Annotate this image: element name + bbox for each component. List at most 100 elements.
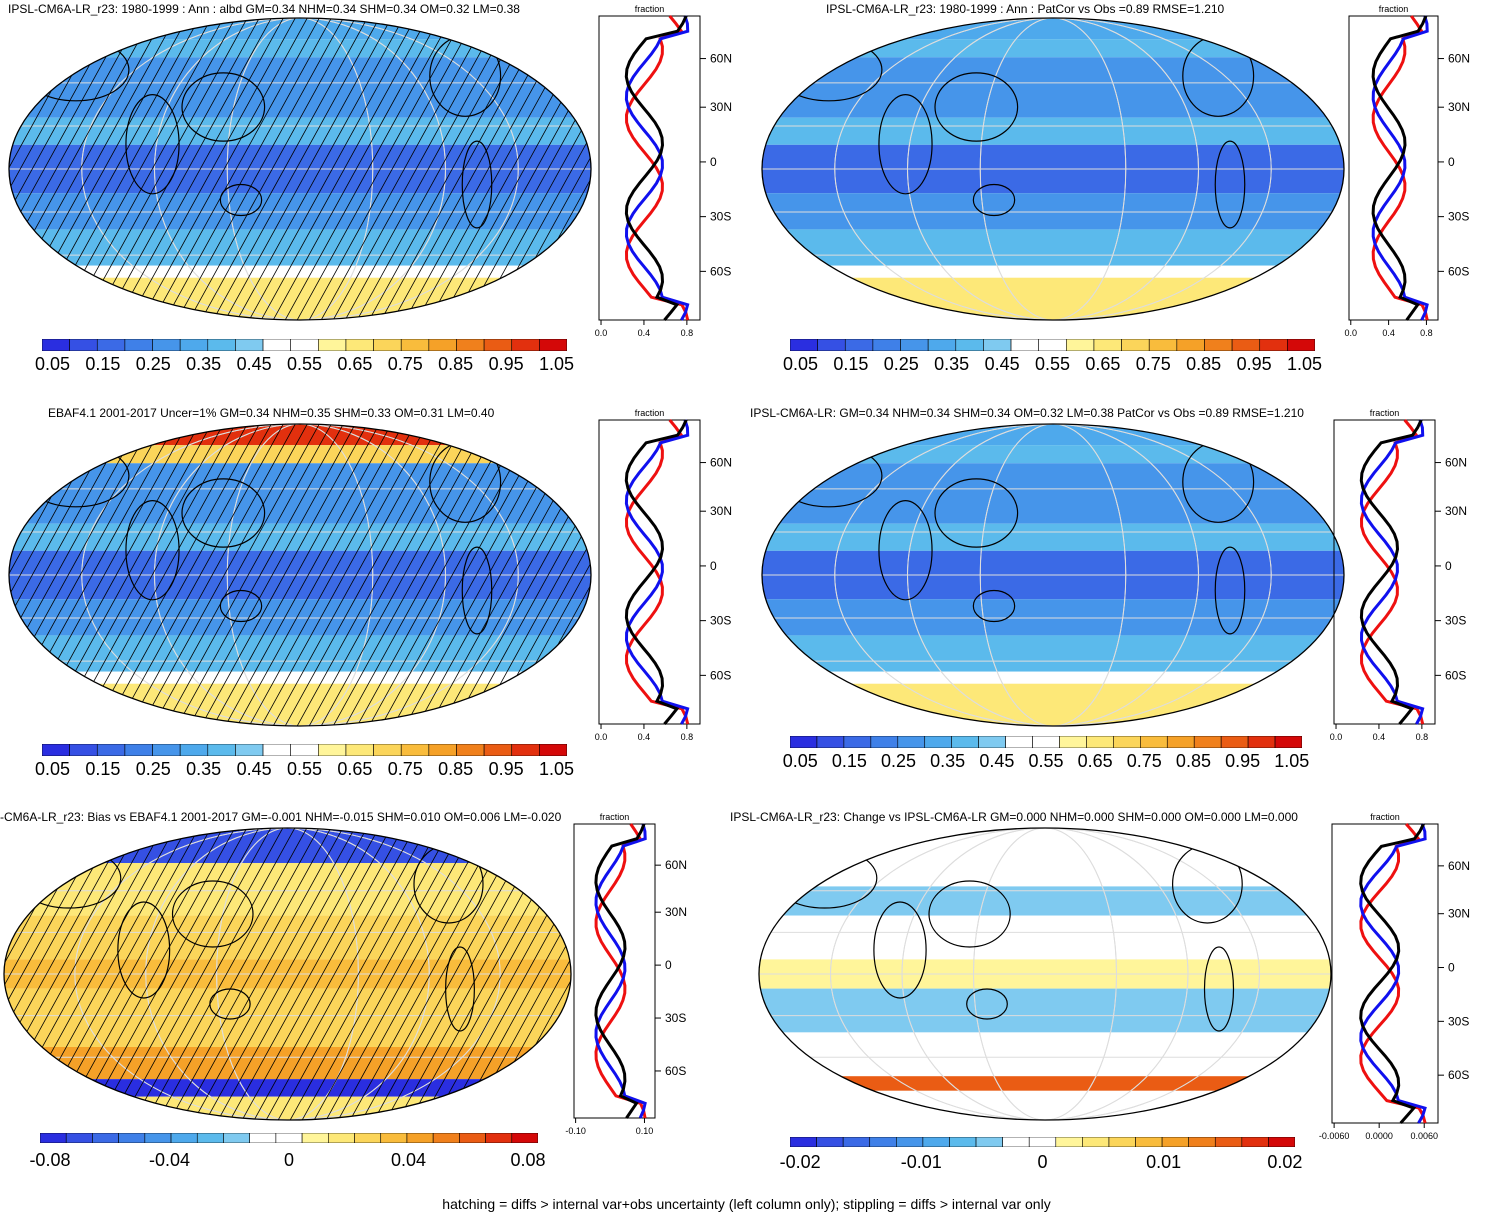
svg-text:0.0: 0.0 bbox=[1330, 732, 1343, 742]
svg-text:0.8: 0.8 bbox=[1416, 732, 1429, 742]
colorbar-tick-label: 0.05 bbox=[34, 759, 71, 779]
svg-text:30N: 30N bbox=[1445, 504, 1467, 518]
world-map bbox=[8, 423, 592, 727]
svg-text:0: 0 bbox=[710, 155, 717, 169]
svg-text:0.0060: 0.0060 bbox=[1410, 1131, 1438, 1141]
colorbar-tick-label: -0.04 bbox=[148, 1150, 190, 1170]
svg-text:30S: 30S bbox=[1445, 614, 1466, 628]
colorbar-tick-label: 0.75 bbox=[387, 354, 423, 374]
svg-text:0.0000: 0.0000 bbox=[1365, 1131, 1393, 1141]
colorbar-tick-label: 0.65 bbox=[1077, 751, 1113, 771]
colorbar-tick-label: 0.85 bbox=[1175, 751, 1211, 771]
colorbar-tick-label: 0.15 bbox=[85, 354, 121, 374]
svg-text:0: 0 bbox=[1448, 961, 1455, 975]
colorbar-labels: 0.05 0.15 0.25 0.35 0.45 0.55 0.65 0.75 0.85 0.95… bbox=[35, 354, 574, 376]
colorbar-tick-label: 1.05 bbox=[1286, 354, 1323, 374]
colorbar-tick-label: 0.35 bbox=[934, 354, 970, 374]
colorbar-tick-label: 0.05 bbox=[782, 354, 819, 374]
colorbar-tick-label: 0.65 bbox=[337, 354, 373, 374]
colorbar-tick-label: 0.75 bbox=[387, 759, 423, 779]
svg-text:60N: 60N bbox=[1448, 52, 1470, 66]
svg-text:0.8: 0.8 bbox=[681, 732, 694, 742]
svg-text:0: 0 bbox=[710, 559, 717, 573]
colorbar-tick-label: 0.45 bbox=[236, 354, 272, 374]
svg-text:30S: 30S bbox=[710, 210, 731, 224]
colorbar bbox=[40, 1133, 538, 1143]
svg-text:0.4: 0.4 bbox=[1373, 732, 1386, 742]
world-map bbox=[3, 827, 572, 1121]
colorbar-tick-label: 0.15 bbox=[85, 759, 121, 779]
colorbar-tick-label: 0.65 bbox=[337, 759, 373, 779]
colorbar-tick-label: -0.01 bbox=[900, 1152, 942, 1172]
colorbar-tick-label: 0.01 bbox=[1146, 1152, 1182, 1172]
colorbar-tick-label: 0.05 bbox=[782, 751, 818, 771]
colorbar-tick-label: 0.85 bbox=[1186, 354, 1222, 374]
panel-title: -CM6A-LR_r23: Bias vs EBAF4.1 2001-2017 … bbox=[0, 810, 562, 824]
colorbar bbox=[42, 339, 567, 351]
svg-text:0.4: 0.4 bbox=[638, 328, 651, 338]
colorbar-tick-label: 0.35 bbox=[186, 354, 222, 374]
world-map bbox=[761, 423, 1345, 727]
svg-text:0.0: 0.0 bbox=[595, 732, 608, 742]
footer-note: hatching = diffs > internal var+obs unce… bbox=[442, 1196, 1051, 1212]
svg-text:60N: 60N bbox=[1448, 859, 1470, 873]
svg-text:0.0: 0.0 bbox=[595, 328, 608, 338]
svg-text:0.10: 0.10 bbox=[636, 1126, 654, 1136]
svg-text:60S: 60S bbox=[1448, 264, 1469, 278]
colorbar-tick-label: 0.65 bbox=[1085, 354, 1121, 374]
zonal-mean-profile: fraction 60N 30N 0 30S 60S -0.0060 0.0000 0.0060 bbox=[1319, 812, 1470, 1141]
svg-text:0: 0 bbox=[665, 958, 672, 972]
svg-text:0.4: 0.4 bbox=[1382, 328, 1395, 338]
zonal-mean-profile: fraction 60N 30N 0 30S 60S 0.0 0.4 0.8 bbox=[1345, 4, 1470, 338]
colorbar-tick-label: 0.75 bbox=[1126, 751, 1162, 771]
svg-text:60S: 60S bbox=[1445, 668, 1466, 682]
svg-text:30N: 30N bbox=[1448, 100, 1470, 114]
colorbar-tick-label: 0.25 bbox=[883, 354, 919, 374]
colorbar-labels: 0.05 0.15 0.25 0.35 0.45 0.55 0.65 0.75 0.85 0.95… bbox=[783, 751, 1310, 773]
svg-text:0: 0 bbox=[1445, 559, 1452, 573]
zonal-mean-profile: fraction 60N 30N 0 30S 60S 0.0 0.4 0.8 bbox=[595, 408, 732, 742]
svg-text:60N: 60N bbox=[665, 858, 687, 872]
svg-text:0.8: 0.8 bbox=[681, 328, 694, 338]
svg-text:60S: 60S bbox=[710, 264, 731, 278]
world-map bbox=[758, 827, 1332, 1121]
colorbar-tick-label: 0.35 bbox=[930, 751, 966, 771]
colorbar-tick-label: 0.95 bbox=[488, 759, 524, 779]
world-map bbox=[761, 17, 1345, 321]
colorbar-tick-label: 0.08 bbox=[510, 1150, 546, 1170]
svg-text:60N: 60N bbox=[710, 52, 732, 66]
colorbar bbox=[790, 339, 1315, 351]
colorbar-tick-label: 0.55 bbox=[1028, 751, 1064, 771]
colorbar-labels: 0.05 0.15 0.25 0.35 0.45 0.55 0.65 0.75 0.85 0.95… bbox=[783, 354, 1322, 376]
svg-text:60N: 60N bbox=[1445, 456, 1467, 470]
colorbar-tick-label: 0.95 bbox=[1236, 354, 1272, 374]
svg-text:60S: 60S bbox=[1448, 1068, 1469, 1082]
svg-text:30N: 30N bbox=[710, 100, 732, 114]
colorbar-tick-label: 1.05 bbox=[538, 759, 575, 779]
colorbar-tick-label: 1.05 bbox=[538, 354, 575, 374]
colorbar-tick-label: 1.05 bbox=[1274, 751, 1310, 771]
colorbar-tick-label: 0.02 bbox=[1267, 1152, 1303, 1172]
svg-text:fraction: fraction bbox=[635, 408, 665, 418]
colorbar-tick-label: 0.15 bbox=[831, 751, 867, 771]
zonal-mean-profile: fraction 60N 30N 0 30S 60S 0.0 0.4 0.8 bbox=[1330, 408, 1467, 742]
panel-title: IPSL-CM6A-LR_r23: Change vs IPSL-CM6A-LR… bbox=[730, 810, 1298, 824]
colorbar-tick-label: 0.55 bbox=[286, 354, 323, 374]
colorbar-tick-label: 0.85 bbox=[438, 759, 474, 779]
svg-text:fraction: fraction bbox=[635, 4, 665, 14]
colorbar-labels: -0.02 -0.01 0 0.01 0.02 bbox=[780, 1152, 1303, 1174]
zonal-mean-profile: fraction 60N 30N 0 30S 60S -0.10 0.10 bbox=[565, 812, 687, 1136]
svg-text:30N: 30N bbox=[665, 905, 687, 919]
svg-text:fraction: fraction bbox=[1370, 812, 1400, 822]
colorbar-tick-label: 0.95 bbox=[488, 354, 524, 374]
colorbar-tick-label: 0.45 bbox=[236, 759, 272, 779]
colorbar-tick-label: 0.25 bbox=[135, 354, 171, 374]
svg-text:0.8: 0.8 bbox=[1420, 328, 1433, 338]
panel-title: IPSL-CM6A-LR_r23: 1980-1999 : Ann : albd… bbox=[8, 2, 520, 16]
svg-text:60N: 60N bbox=[710, 456, 732, 470]
colorbar-tick-label: -0.02 bbox=[779, 1152, 821, 1172]
svg-text:-0.10: -0.10 bbox=[565, 1126, 586, 1136]
panel-title: EBAF4.1 2001-2017 Uncer=1% GM=0.34 NHM=0… bbox=[48, 406, 495, 420]
colorbar-tick-label: 0.55 bbox=[286, 759, 323, 779]
colorbar-tick-label: 0.45 bbox=[984, 354, 1020, 374]
